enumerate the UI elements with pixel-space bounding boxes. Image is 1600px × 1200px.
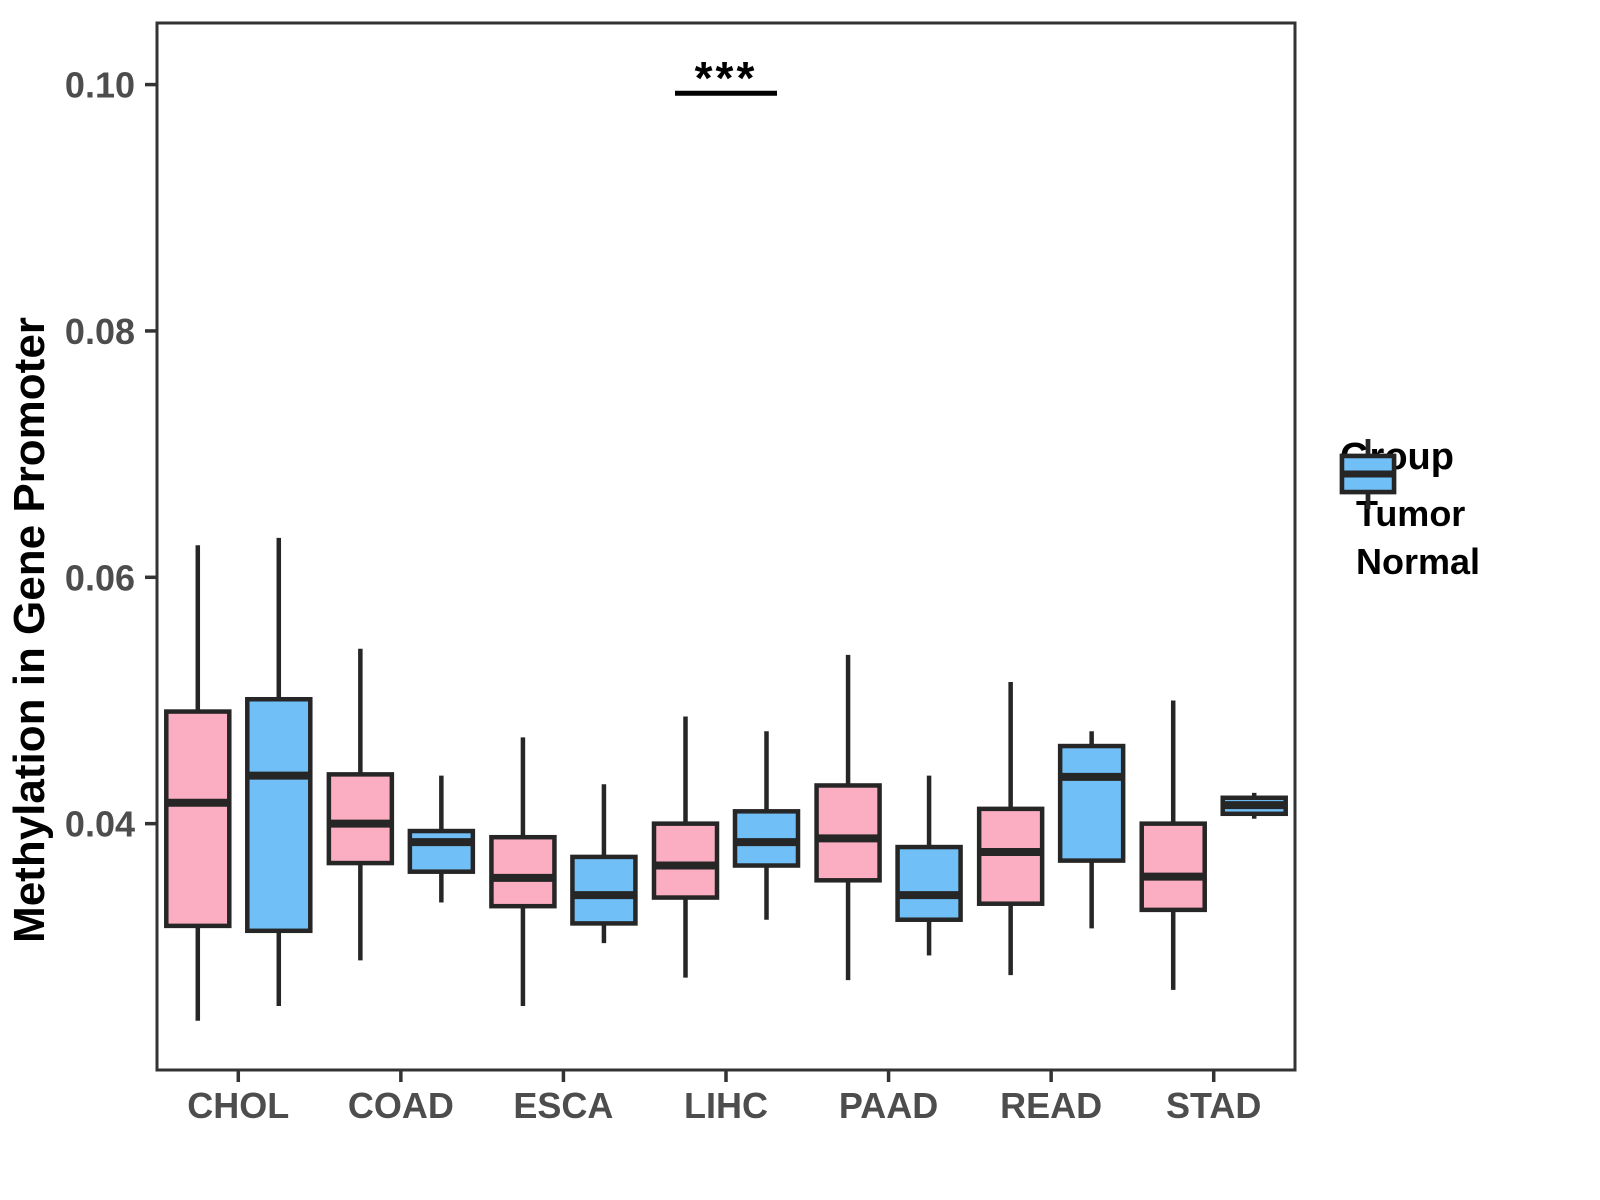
- box-READ-normal: [1057, 743, 1126, 863]
- panel-border: [155, 21, 1297, 1072]
- x-tick-label: ESCA: [513, 1085, 613, 1126]
- box-CHOL-normal: [245, 696, 313, 934]
- legend-item-normal: Normal: [1336, 439, 1481, 583]
- box-COAD-tumor: [326, 772, 395, 866]
- box-PAAD-tumor: [814, 783, 882, 883]
- box-STAD-tumor: [1139, 821, 1207, 913]
- legend-label-tumor: Tumor: [1356, 493, 1466, 534]
- significance-stars: ***: [695, 52, 758, 104]
- legend-label-normal: Normal: [1356, 541, 1481, 582]
- x-tick-label: PAAD: [839, 1085, 938, 1126]
- box-LIHC-tumor: [651, 821, 720, 900]
- x-tick-label: LIHC: [684, 1085, 768, 1126]
- box-COAD-normal: [407, 828, 476, 874]
- x-tick-label: READ: [1000, 1085, 1102, 1126]
- box-ESCA-tumor: [489, 834, 557, 909]
- legend: Group Tumor Normal: [1336, 436, 1480, 589]
- y-tick-label: 0.10: [65, 65, 135, 106]
- y-tick-label: 0.06: [65, 557, 135, 598]
- y-tick-label: 0.04: [65, 804, 135, 845]
- y-axis-title: Methylation in Gene Promoter: [5, 317, 54, 943]
- y-tick-label: 0.08: [65, 311, 135, 352]
- box-PAAD-normal: [895, 844, 963, 922]
- x-tick-label: COAD: [348, 1085, 454, 1126]
- box-CHOL-tumor: [164, 709, 232, 929]
- x-tick-label: CHOL: [187, 1085, 289, 1126]
- plot-area: 0.04 0.06 0.08 0.10 CHOL COAD ESCA LIHC PAAD READ…: [65, 21, 1297, 1126]
- normal-boxplot-key-icon: [1339, 439, 1397, 509]
- box-READ-tumor: [976, 806, 1045, 906]
- box-ESCA-normal: [570, 854, 638, 926]
- x-tick-label: STAD: [1166, 1085, 1261, 1126]
